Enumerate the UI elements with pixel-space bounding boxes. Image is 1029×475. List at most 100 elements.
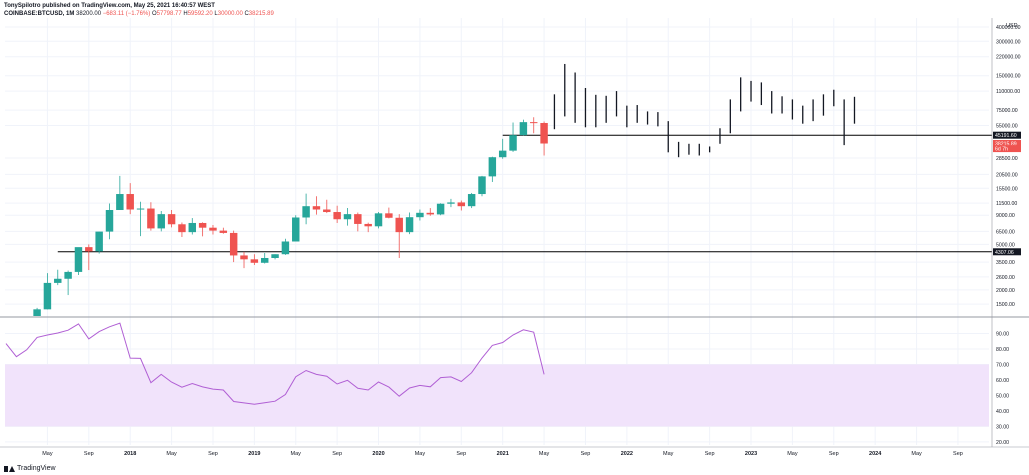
last-price: 38200.00 bbox=[76, 11, 102, 17]
x-tick-label: May bbox=[787, 451, 798, 457]
price-tick-label: 5000.00 bbox=[996, 242, 1015, 248]
symbol-label[interactable]: COINBASE:BTCUSD, 1M bbox=[4, 11, 75, 17]
price-label-text: 38215.89 bbox=[995, 142, 1017, 148]
candle bbox=[260, 253, 269, 264]
ohlc-open: O57798.77 bbox=[152, 11, 182, 17]
candle bbox=[209, 224, 217, 235]
ohlc-high-value: 59592.20 bbox=[187, 11, 213, 17]
candle bbox=[198, 222, 207, 237]
price-tick-label: 2000.00 bbox=[996, 288, 1015, 294]
candle bbox=[95, 231, 103, 254]
candle bbox=[271, 254, 279, 260]
x-tick-label: Sep bbox=[581, 451, 591, 457]
ohlc-open-value: 57798.77 bbox=[156, 11, 182, 17]
ohlc-close-key: C bbox=[244, 11, 249, 17]
candle bbox=[188, 218, 197, 235]
candle bbox=[540, 121, 548, 156]
x-tick-label: 2019 bbox=[248, 451, 260, 457]
candle bbox=[64, 270, 72, 296]
x-tick-label: Sep bbox=[208, 451, 218, 457]
x-tick-label: 2018 bbox=[124, 451, 136, 457]
ohlc-close: C38215.89 bbox=[244, 11, 273, 17]
rsi-tick-label: 70.00 bbox=[996, 362, 1009, 368]
ohlc-close-value: 38215.89 bbox=[248, 11, 274, 17]
candle bbox=[116, 175, 124, 211]
candle bbox=[250, 254, 259, 265]
candle bbox=[136, 201, 145, 237]
price-tick-label: 20500.00 bbox=[996, 172, 1018, 178]
candle bbox=[85, 244, 93, 271]
price-label-text: 6d 7h bbox=[995, 147, 1008, 153]
price-axis-ticks: 400000.00 300000.00 220000.00 150000.00 1100… bbox=[996, 25, 1021, 308]
price-tick-label: 11500.00 bbox=[996, 201, 1017, 207]
candle bbox=[354, 212, 362, 232]
x-tick-label: Sep bbox=[829, 451, 839, 457]
ohlc-low-key: L bbox=[214, 11, 218, 17]
price-label: 4307.06 bbox=[993, 248, 1021, 256]
ohlc-open-key: O bbox=[151, 11, 157, 17]
candle bbox=[436, 203, 445, 216]
candle bbox=[167, 210, 176, 228]
price-label-text: 45191.60 bbox=[995, 133, 1017, 139]
ohlc-low-value: 30000.00 bbox=[217, 11, 243, 17]
rsi-tick-label: 20.00 bbox=[996, 440, 1009, 446]
brand-name: TradingView bbox=[17, 465, 56, 472]
projection-bars bbox=[553, 63, 856, 158]
time-axis-ticks: May Sep 2018 May Sep 2019 May Sep 2020 May Sep 2021… bbox=[42, 451, 963, 457]
ohlc-low: L30000.00 bbox=[214, 11, 242, 17]
x-tick-label: May bbox=[415, 451, 426, 457]
candle bbox=[281, 238, 290, 255]
price-tick-label: 9000.00 bbox=[996, 213, 1015, 219]
rsi-tick-label: 60.00 bbox=[996, 378, 1009, 384]
candle bbox=[157, 211, 165, 232]
tradingview-brand[interactable]: TradingView bbox=[4, 465, 56, 472]
candle bbox=[478, 175, 486, 197]
price-label: 38215.89 bbox=[993, 140, 1021, 148]
rsi-tick-label: 80.00 bbox=[996, 347, 1009, 353]
ohlc-high: H59592.20 bbox=[183, 11, 212, 17]
x-tick-label: May bbox=[539, 451, 550, 457]
candle bbox=[323, 199, 331, 214]
rsi-tick-label: 30.00 bbox=[996, 424, 1009, 430]
candle bbox=[219, 227, 228, 234]
candle bbox=[147, 202, 155, 231]
candle bbox=[229, 230, 238, 263]
candle bbox=[178, 222, 186, 238]
candle bbox=[33, 307, 41, 316]
x-tick-label: Sep bbox=[953, 451, 963, 457]
price-tick-label: 2600.00 bbox=[996, 275, 1015, 281]
price-change: −683.11 (−1.76%) bbox=[102, 11, 151, 17]
price-tick-label: 75000.00 bbox=[996, 108, 1018, 114]
candle bbox=[405, 212, 414, 235]
candle bbox=[498, 138, 507, 159]
price-label: 6d 7h bbox=[993, 145, 1021, 153]
candle bbox=[54, 269, 62, 286]
publisher-line: TonySpilotro published on TradingView.co… bbox=[4, 2, 274, 10]
price-tick-label: 3500.00 bbox=[996, 260, 1015, 266]
x-tick-label: 2023 bbox=[745, 451, 757, 457]
x-tick-label: May bbox=[291, 451, 302, 457]
candle bbox=[126, 183, 134, 215]
x-tick-label: Sep bbox=[456, 451, 466, 457]
price-unit-label: USD bbox=[1006, 23, 1018, 29]
price-tick-label: 110000.00 bbox=[996, 89, 1020, 95]
x-tick-label: May bbox=[42, 451, 53, 457]
candle bbox=[74, 247, 83, 275]
candle bbox=[43, 273, 52, 310]
candle bbox=[416, 209, 424, 221]
rsi-tick-label: 50.00 bbox=[996, 393, 1009, 399]
rsi-line bbox=[5, 322, 545, 405]
symbol-line: COINBASE:BTCUSD, 1M 38200.00 −683.11 (−1… bbox=[4, 10, 274, 18]
rsi-tick-label: 90.00 bbox=[996, 331, 1009, 337]
candle bbox=[312, 196, 321, 215]
candle bbox=[302, 193, 310, 225]
price-tick-label: 1500.00 bbox=[996, 302, 1015, 308]
rsi-tick-label: 40.00 bbox=[996, 409, 1009, 415]
candle bbox=[105, 203, 114, 240]
horizontal-levels bbox=[57, 134, 992, 253]
candle bbox=[292, 215, 300, 242]
price-tick-label: 300000.00 bbox=[996, 39, 1021, 45]
candle bbox=[467, 192, 476, 209]
